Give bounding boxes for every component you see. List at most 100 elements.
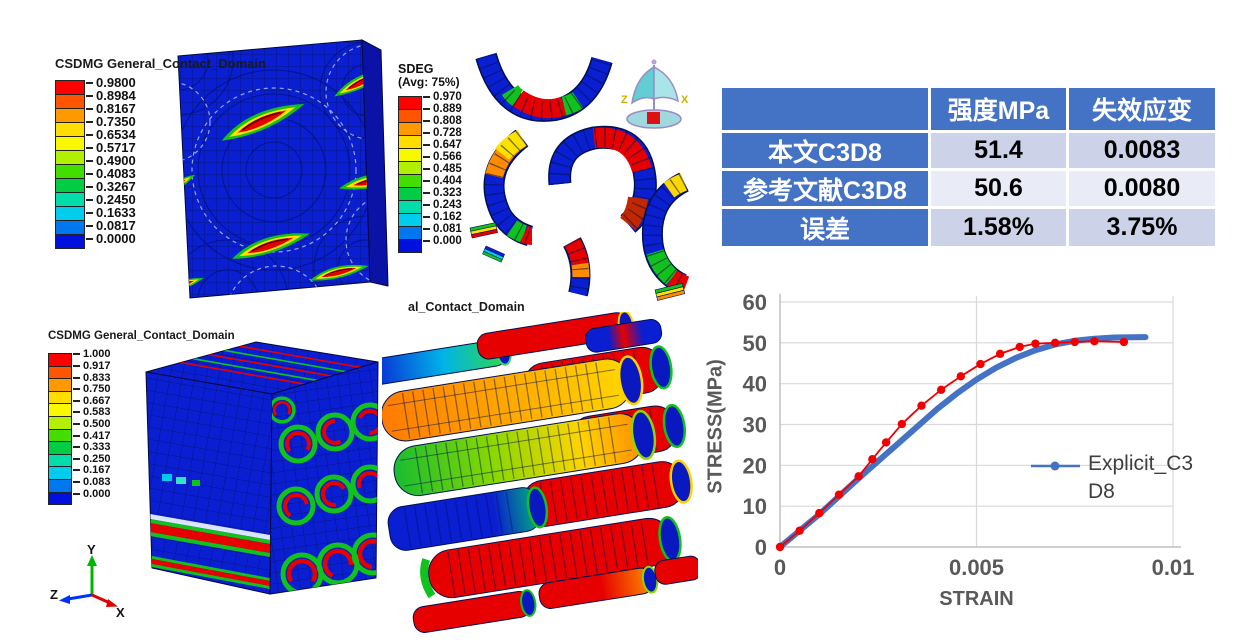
legend-tick-value: 0.167 <box>73 465 111 476</box>
data-point-marker <box>1050 338 1060 348</box>
view-compass-icon: Z X <box>621 59 689 129</box>
fiber-stack <box>382 312 698 633</box>
y-tick-label: 10 <box>743 494 767 519</box>
table-header-strain: 失效应变 <box>1069 88 1215 130</box>
legend-marker-icon <box>1031 461 1080 471</box>
legend-tick-value: 0.081 <box>423 224 462 236</box>
colorbar-band <box>399 97 421 110</box>
legend-tick-value: 0.5717 <box>86 141 136 154</box>
csdmg-plate-title: CSDMG General_Contact_Domain <box>55 56 266 71</box>
colorbar-band <box>49 415 71 429</box>
legend-tick-value: 0.0000 <box>86 232 136 245</box>
legend-tick-value: 0.000 <box>423 236 462 248</box>
colorbar-band <box>56 192 84 206</box>
colorbar-band <box>49 466 71 479</box>
legend-tick-value: 0.970 <box>423 92 462 104</box>
stress-strain-chart: 0 10 20 30 40 50 60 0 0.005 0.01 STRESS(MPa) STRA… <box>700 278 1234 641</box>
table-header-strength: 强度MPa <box>931 88 1066 130</box>
x-tick-label: 0.005 <box>949 555 1004 580</box>
sdeg-legend-subtitle: (Avg: 75%) <box>398 75 460 90</box>
series-line <box>777 334 1149 550</box>
data-point-marker <box>1031 339 1040 348</box>
data-point-marker <box>1015 342 1024 352</box>
colorbar-band <box>56 206 84 220</box>
data-point-marker <box>775 542 785 552</box>
colorbar-band <box>49 428 71 442</box>
colorbar-scale: 0.970 0.889 0.808 0.728 0.647 0.566 0.485 0.404… <box>398 92 480 254</box>
data-point-marker <box>854 472 863 481</box>
legend-tick-value: 0.4083 <box>86 167 136 180</box>
data-point-marker <box>795 526 804 535</box>
data-point-marker <box>868 455 877 464</box>
legend-tick-value: 0.6534 <box>86 128 136 141</box>
colorbar-band <box>56 94 84 108</box>
data-point-marker <box>815 508 824 518</box>
shell-fragments-contour-view <box>469 52 690 301</box>
csdmg-cube-title: CSDMG General_Contact_Domain <box>48 330 235 342</box>
table-cell: 0.0080 <box>1069 171 1215 206</box>
colorbar-band <box>56 108 84 122</box>
data-point-marker <box>1090 337 1099 346</box>
legend-tick-value: 0.500 <box>73 418 111 430</box>
legend-tick-value: 0.2450 <box>86 193 136 206</box>
x-tick-label: 0.01 <box>1152 555 1195 580</box>
colorbar-band <box>56 164 84 178</box>
table-cell: 1.58% <box>931 209 1066 246</box>
y-tick-label: 30 <box>743 413 767 438</box>
x-tick-label: 0 <box>774 555 786 580</box>
legend-tick-value: 0.417 <box>73 430 111 442</box>
table-cell: 50.6 <box>931 171 1066 206</box>
legend-tick-value: 0.583 <box>73 407 111 418</box>
triad-z-label: Z <box>50 587 58 602</box>
legend-tick-value: 1.000 <box>73 349 111 360</box>
legend-tick-value: 0.250 <box>73 453 111 465</box>
colorbar-band <box>399 135 421 149</box>
colorbar-band <box>49 365 71 379</box>
colorbar-band <box>56 136 84 150</box>
colorbar-band <box>399 213 421 227</box>
chart-plot-area: 0 10 20 30 40 50 60 0 0.005 0.01 <box>743 290 1195 580</box>
fibers-panel-title: al_Contact_Domain <box>408 300 525 314</box>
csdmg-cube-colorbar-legend: 1.000 0.917 0.833 0.750 0.667 0.583 0.500 0.417… <box>48 347 130 506</box>
triad-x-label: X <box>116 605 125 620</box>
y-tick-label: 60 <box>743 290 767 315</box>
legend-tick-value: 0.8984 <box>86 89 136 102</box>
legend-tick-value: 0.7350 <box>86 115 136 128</box>
colorbar-band <box>56 220 84 234</box>
data-point-marker <box>881 438 891 447</box>
colorbar-band <box>399 239 421 253</box>
legend-tick-value: 0.404 <box>423 176 462 188</box>
legend-tick-value: 0.9800 <box>86 76 136 89</box>
x-axis-label: STRAIN <box>939 588 1014 610</box>
sdeg-legend-title: SDEG <box>398 62 434 76</box>
colorbar-band <box>399 226 421 240</box>
table-row-label: 误差 <box>722 209 928 246</box>
axis-triad-icon: Y Z X <box>50 545 125 620</box>
colorbar-band <box>56 150 84 164</box>
colorbar-band <box>56 178 84 192</box>
colorbar-scale: 1.000 0.917 0.833 0.750 0.667 0.583 0.500 0.417… <box>48 349 130 506</box>
data-point-marker <box>995 349 1005 359</box>
legend-tick-value: 0.4900 <box>86 154 136 167</box>
data-point-marker <box>917 401 926 410</box>
legend-tick-value: 0.647 <box>423 140 462 152</box>
data-point-marker <box>936 385 946 394</box>
legend-tick-value: 0.162 <box>423 212 462 224</box>
legend-tick-value: 0.083 <box>73 476 111 488</box>
fiber-outline-circles <box>178 43 370 298</box>
table-cell: 51.4 <box>931 133 1066 168</box>
shell-chips <box>469 222 686 301</box>
colorbar-scale: 0.9800 0.8984 0.8167 0.7350 0.6534 0.5717 0.49… <box>55 76 143 249</box>
legend-tick-value: 0.333 <box>73 442 111 453</box>
sdeg-colorbar-legend: SDEG (Avg: 75%) 0.970 0.889 0.808 0.728 0.64… <box>398 62 480 254</box>
legend-tick-value: 0.323 <box>423 188 462 200</box>
comparison-table: 强度MPa 失效应变 本文C3D8 51.4 0.0083 参考文献C3D8 5… <box>722 88 1215 246</box>
csdmg-colorbar-legend: 0.9800 0.8984 0.8167 0.7350 0.6534 0.5717 0.49… <box>55 74 143 249</box>
colorbar-band <box>49 354 71 366</box>
colorbar-band <box>49 403 71 416</box>
legend-tick-value: 0.243 <box>423 200 462 212</box>
legend-tick-value: 0.000 <box>73 488 111 500</box>
compass-x-label: X <box>681 94 689 106</box>
colorbar-band <box>399 187 421 201</box>
